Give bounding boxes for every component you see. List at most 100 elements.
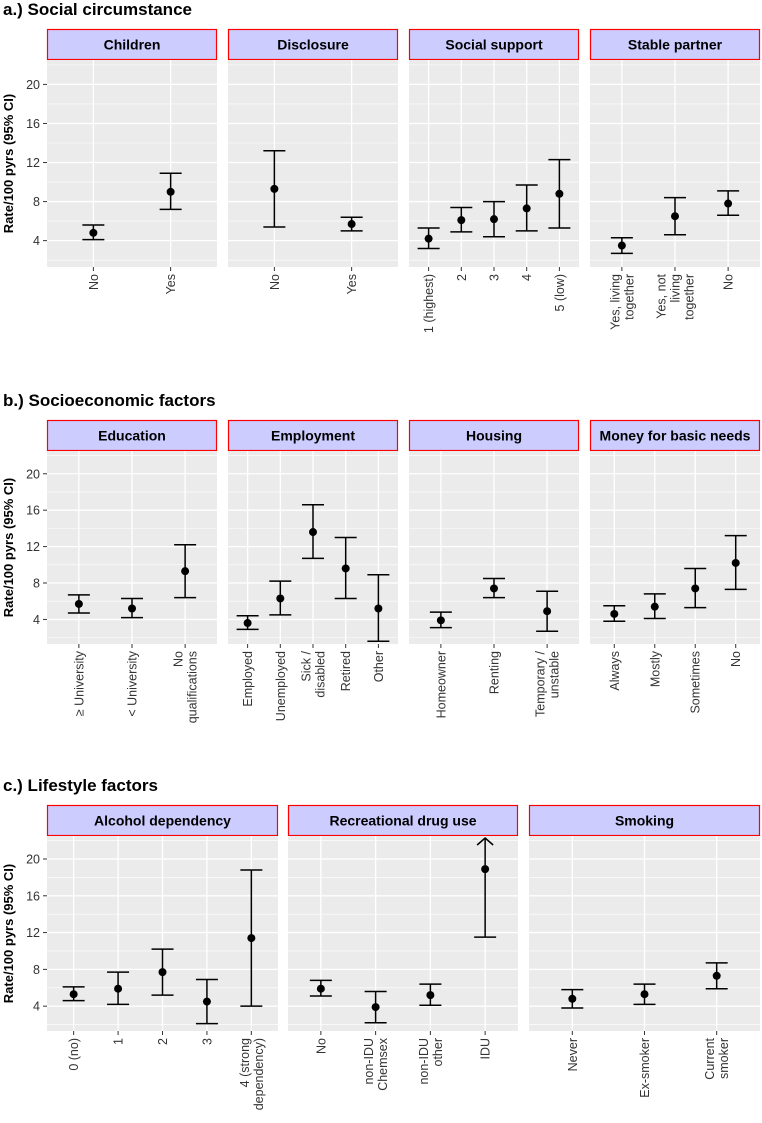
x-tick-label: 0 (no) bbox=[67, 1038, 81, 1071]
x-tick-label: Employed bbox=[241, 651, 255, 707]
panel-title: Education bbox=[98, 428, 166, 444]
point-3 bbox=[490, 215, 498, 224]
x-tick-label: Always bbox=[608, 651, 622, 691]
x-tick-label: Sometimes bbox=[689, 651, 703, 714]
x-tick-label-line: smoker bbox=[717, 1038, 731, 1079]
point-non-idu-chemsex bbox=[371, 1003, 380, 1012]
panel-strip bbox=[227, 28, 399, 61]
panel-education: Education ≥ University < University Noquali… bbox=[46, 419, 218, 723]
panel-strip bbox=[528, 804, 761, 837]
point-idu bbox=[481, 865, 490, 874]
x-tick-label-line: 3 bbox=[200, 1038, 214, 1045]
panel-social-support: Social support 1 (highest) 2 3 4 5 (low) bbox=[408, 28, 580, 333]
x-tick-label: Noqualifications bbox=[172, 651, 200, 723]
x-tick-label: No bbox=[268, 274, 282, 290]
x-tick-label-line: 1 (highest) bbox=[422, 274, 436, 333]
x-tick-label-line: 4 (strong bbox=[238, 1038, 252, 1087]
section-b-socioeconomic-factors: b.) Socioeconomic factors Rate/100 pyrs (… bbox=[1, 391, 761, 723]
panel-employment: Employment Employed Unemployed Sick /disabl… bbox=[227, 419, 399, 721]
point-4-strong-dependency bbox=[247, 934, 256, 943]
x-tick-label: Mostly bbox=[648, 650, 662, 687]
y-tick-label: 8 bbox=[33, 195, 40, 209]
x-tick-label: Renting bbox=[488, 651, 502, 694]
x-tick-label-line: Always bbox=[608, 651, 622, 691]
point-always bbox=[610, 609, 619, 618]
y-tick-label: 12 bbox=[26, 156, 40, 170]
x-tick-label-line: No bbox=[87, 274, 101, 290]
x-tick-label-line: Current bbox=[703, 1037, 717, 1079]
point-0-no bbox=[69, 990, 78, 999]
x-tick-label-line: 5 (low) bbox=[553, 274, 567, 312]
x-tick-label: 1 (highest) bbox=[422, 274, 436, 333]
section-title: b.) Socioeconomic factors bbox=[3, 391, 216, 410]
section-title: a.) Social circumstance bbox=[3, 0, 192, 19]
error-bar-arrow-idu bbox=[476, 837, 494, 846]
x-tick-label-line: No bbox=[268, 274, 282, 290]
point-temporary-unstable bbox=[543, 607, 552, 616]
y-tick-label: 16 bbox=[26, 117, 40, 131]
point-no bbox=[270, 184, 279, 193]
panel-title: Housing bbox=[466, 428, 522, 444]
x-tick-label: IDU bbox=[479, 1038, 493, 1060]
x-tick-label-line: 2 bbox=[455, 274, 469, 281]
point-no bbox=[316, 984, 325, 993]
point-employed bbox=[243, 619, 252, 628]
y-tick-label: 12 bbox=[26, 540, 40, 554]
point-renting bbox=[490, 584, 498, 593]
panel-disclosure: Disclosure No Yes bbox=[227, 28, 399, 294]
x-tick-label-line: together bbox=[622, 274, 636, 320]
x-tick-label: < University bbox=[126, 650, 140, 716]
point-no bbox=[724, 199, 733, 208]
y-tick-label: 20 bbox=[26, 467, 40, 481]
panel-background bbox=[228, 60, 398, 267]
panel-strip bbox=[46, 28, 218, 61]
panel-background bbox=[288, 836, 518, 1031]
point-2 bbox=[158, 968, 167, 977]
x-tick-label-line: ≥ University bbox=[72, 650, 86, 716]
y-axis-label: Rate/100 pyrs (95% CI) bbox=[1, 94, 16, 233]
x-tick-label-line: No bbox=[172, 651, 186, 667]
x-tick-label: 2 bbox=[156, 1038, 170, 1045]
panel-strip bbox=[46, 419, 218, 452]
point-no bbox=[731, 558, 740, 567]
panel-title: Children bbox=[104, 37, 161, 53]
panel-strip bbox=[589, 28, 761, 61]
x-tick-label-line: 1 bbox=[112, 1038, 126, 1045]
x-tick-label-line: Chemsex bbox=[376, 1037, 390, 1091]
x-tick-label-line: 0 (no) bbox=[67, 1038, 81, 1071]
x-tick-label: Yes bbox=[164, 274, 178, 294]
y-tick-label: 4 bbox=[33, 234, 40, 248]
x-tick-label: No bbox=[722, 274, 736, 290]
x-tick-label: Retired bbox=[339, 651, 353, 691]
point-yes bbox=[166, 187, 175, 196]
point-yes-living-together bbox=[617, 241, 626, 250]
point-yes-not-living-together bbox=[671, 212, 679, 221]
point-4 bbox=[522, 204, 531, 213]
point-3 bbox=[202, 997, 211, 1006]
x-tick-label: Other bbox=[372, 651, 386, 682]
x-tick-label: No bbox=[87, 274, 101, 290]
x-tick-label: 1 bbox=[112, 1038, 126, 1045]
x-tick-label: Yes, livingtogether bbox=[608, 274, 636, 330]
point-never bbox=[568, 994, 577, 1003]
point-sometimes bbox=[691, 584, 700, 593]
x-tick-label-line: together bbox=[683, 274, 697, 320]
x-tick-label-line: Sick / bbox=[300, 650, 314, 681]
point-current-smoker bbox=[712, 971, 721, 980]
point-non-idu-other bbox=[426, 991, 435, 1000]
x-tick-label-line: dependency) bbox=[252, 1038, 266, 1110]
x-tick-label: 4 (strongdependency) bbox=[238, 1038, 266, 1110]
x-tick-label-line: non-IDU bbox=[362, 1038, 376, 1085]
panel-strip bbox=[287, 804, 519, 837]
x-tick-label-line: Yes, not bbox=[655, 273, 669, 318]
y-tick-label: 16 bbox=[26, 504, 40, 518]
x-tick-label: Currentsmoker bbox=[703, 1037, 731, 1079]
panel-smoking: Smoking Never Ex-smoker Currentsmoker bbox=[528, 804, 761, 1098]
y-axis-label: Rate/100 pyrs (95% CI) bbox=[1, 864, 16, 1003]
point-sick-disabled bbox=[309, 528, 317, 537]
x-tick-label-line: Never bbox=[566, 1038, 580, 1071]
x-tick-label: 3 bbox=[200, 1038, 214, 1045]
panel-strip bbox=[46, 804, 279, 837]
y-axis-label: Rate/100 pyrs (95% CI) bbox=[1, 478, 16, 617]
